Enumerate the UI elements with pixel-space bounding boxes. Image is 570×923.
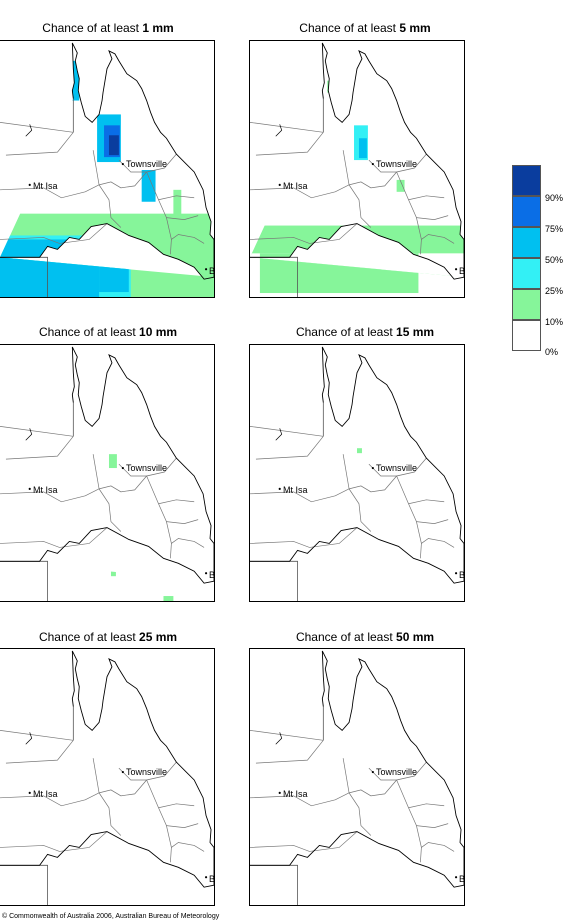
rainfall-shading — [81, 399, 174, 601]
legend-label-50: 50% — [545, 255, 564, 265]
map-25mm-svg — [0, 650, 214, 905]
place-bris: BRIS — [209, 570, 215, 580]
map-10mm: Townsville Mt Isa BRIS — [0, 344, 215, 602]
map-50mm: Townsville Mt Isa BRIS — [249, 648, 465, 906]
place-mt-isa: Mt Isa — [33, 181, 58, 191]
place-mt-isa: Mt Isa — [33, 789, 58, 799]
panel-title-25mm: Chance of at least 25 mm — [38, 630, 178, 644]
place-bris: BRIS — [459, 570, 465, 580]
place-townsville: Townsville — [376, 159, 418, 169]
legend-label-10: 10% — [545, 317, 564, 327]
legend-label-90: 90% — [545, 193, 564, 203]
copyright-notice: © Commonwealth of Australia 2006, Austra… — [2, 913, 220, 920]
place-mt-isa: Mt Isa — [283, 181, 308, 191]
map-25mm: Townsville Mt Isa BRIS — [0, 648, 215, 906]
map-5mm-svg — [250, 42, 464, 297]
panel-title-10mm: Chance of at least 10 mm — [38, 325, 178, 339]
place-mt-isa: Mt Isa — [283, 485, 308, 495]
map-1mm-svg — [0, 42, 214, 297]
panel-title-50mm: Chance of at least 50 mm — [295, 630, 435, 644]
map-50mm-svg — [250, 650, 464, 905]
place-mt-isa: Mt Isa — [33, 485, 58, 495]
place-bris: BRIS — [459, 266, 465, 276]
place-bris: BRIS — [209, 874, 215, 884]
place-townsville: Townsville — [126, 463, 168, 473]
legend-swatch-90-100 — [512, 165, 541, 196]
place-townsville: Townsville — [126, 159, 168, 169]
legend-swatch-50-75 — [512, 227, 541, 258]
legend-label-75: 75% — [545, 224, 564, 234]
place-townsville: Townsville — [126, 767, 168, 777]
place-mt-isa: Mt Isa — [283, 789, 308, 799]
place-bris: BRIS — [209, 266, 215, 276]
panel-title-1mm: Chance of at least 1 mm — [42, 21, 174, 35]
panel-title-15mm: Chance of at least 15 mm — [295, 325, 435, 339]
map-1mm: Townsville Mt Isa BRIS — [0, 40, 215, 298]
legend-swatch-25-50 — [512, 258, 541, 289]
panel-title-5mm: Chance of at least 5 mm — [299, 21, 431, 35]
rainfall-shading — [357, 448, 362, 454]
legend-swatch-0-10 — [512, 320, 541, 351]
map-15mm: Townsville Mt Isa BRIS — [249, 344, 465, 602]
map-15mm-svg — [250, 346, 464, 601]
legend-swatch-10-25 — [512, 289, 541, 320]
legend-swatch-75-90 — [512, 196, 541, 227]
place-townsville: Townsville — [376, 767, 418, 777]
place-townsville: Townsville — [376, 463, 418, 473]
map-10mm-svg — [0, 346, 214, 601]
map-5mm: Townsville Mt Isa BRIS — [249, 40, 465, 298]
place-bris: BRIS — [459, 874, 465, 884]
legend-label-25: 25% — [545, 286, 564, 296]
legend-label-0: 0% — [545, 347, 559, 357]
